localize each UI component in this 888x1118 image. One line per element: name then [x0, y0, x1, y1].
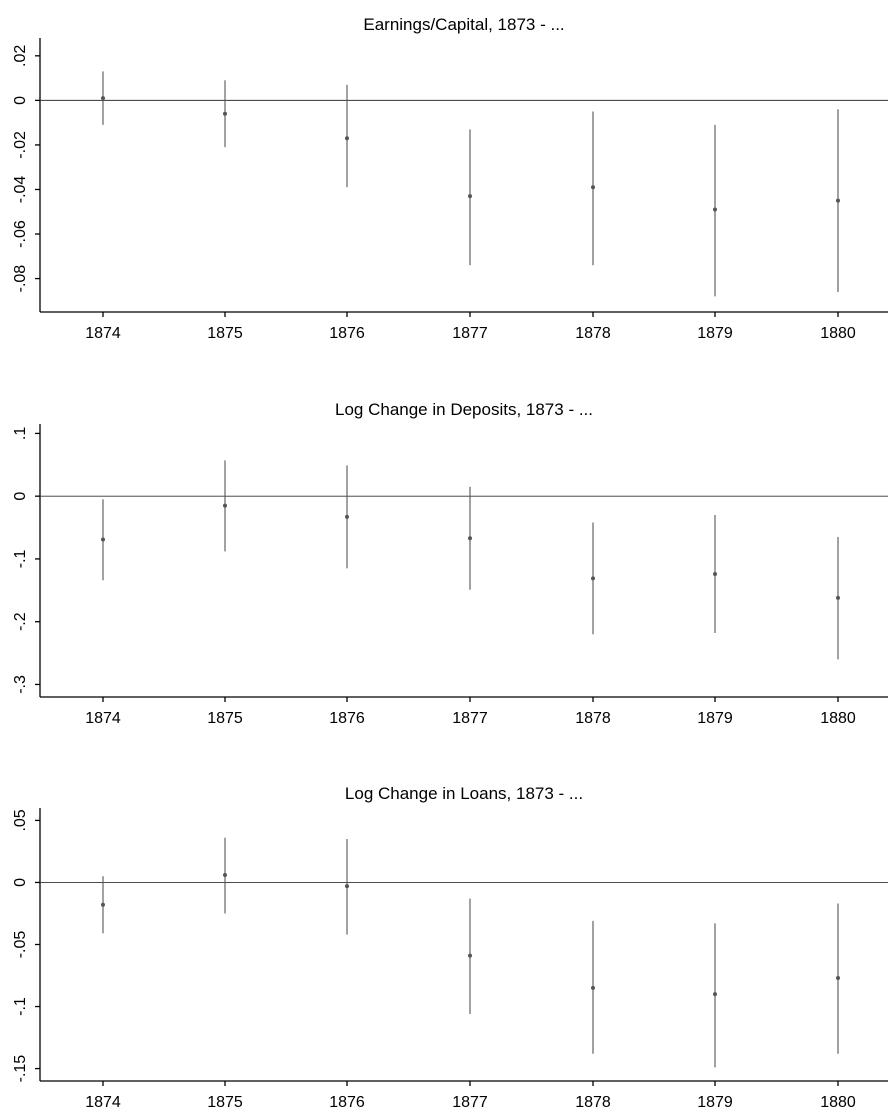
point-estimate [468, 194, 472, 199]
y-tick-label: -.02 [12, 131, 29, 159]
y-tick-label: 0 [12, 492, 29, 501]
point-estimate [836, 198, 840, 203]
chart-panel-3: Log Change in Loans, 1873 - ... .05 0 -.05 -… [12, 784, 888, 1111]
y-tick-label: .1 [12, 427, 29, 440]
x-tick-label: 1875 [207, 325, 243, 342]
y-tick-label: .02 [12, 45, 29, 67]
point-estimate [101, 537, 105, 542]
point-estimate [223, 503, 227, 508]
point-estimate [468, 953, 472, 958]
x-tick-label: 1879 [697, 710, 733, 727]
x-tick-label: 1875 [207, 710, 243, 727]
point-estimate [223, 111, 227, 116]
y-tick-label: 0 [12, 878, 29, 887]
point-estimate [836, 976, 840, 981]
y-tick-label: 0 [12, 96, 29, 105]
y-tick-label: -.3 [12, 675, 29, 694]
point-estimate [223, 873, 227, 878]
y-tick-label: -.06 [12, 220, 29, 248]
x-tick-label: 1877 [452, 710, 488, 727]
x-tick-label: 1878 [575, 710, 611, 727]
point-estimate [713, 571, 717, 576]
chart-title: Log Change in Deposits, 1873 - ... [335, 400, 593, 419]
x-tick-label: 1879 [697, 325, 733, 342]
point-estimate [101, 96, 105, 101]
chart-panel-2: Log Change in Deposits, 1873 - ... .1 0 -.1… [12, 400, 888, 727]
chart-panel-1: Earnings/Capital, 1873 - ... .02 0 -.02 -.04… [12, 15, 888, 342]
x-tick-label: 1876 [329, 1094, 365, 1111]
y-tick-label: -.15 [12, 1055, 29, 1083]
x-tick-label: 1878 [575, 1094, 611, 1111]
point-estimate [713, 207, 717, 212]
y-tick-label: -.08 [12, 265, 29, 293]
y-tick-label: -.04 [12, 176, 29, 204]
x-tick-label: 1878 [575, 325, 611, 342]
y-tick-label: -.05 [12, 931, 29, 959]
point-estimate [345, 514, 349, 519]
point-estimate [591, 985, 595, 990]
point-estimate [836, 595, 840, 600]
x-tick-label: 1874 [85, 1094, 121, 1111]
x-tick-label: 1880 [820, 325, 856, 342]
x-tick-label: 1876 [329, 325, 365, 342]
point-estimate [713, 992, 717, 997]
x-tick-label: 1880 [820, 1094, 856, 1111]
x-tick-label: 1874 [85, 710, 121, 727]
x-tick-label: 1879 [697, 1094, 733, 1111]
chart-title: Earnings/Capital, 1873 - ... [363, 15, 564, 34]
point-estimate [345, 136, 349, 141]
y-tick-label: .05 [12, 809, 29, 831]
point-estimate [591, 576, 595, 581]
point-estimate [345, 884, 349, 889]
x-tick-label: 1874 [85, 325, 121, 342]
point-estimate [468, 536, 472, 541]
y-tick-label: -.2 [12, 612, 29, 631]
point-estimate [591, 185, 595, 190]
point-estimate [101, 902, 105, 907]
x-tick-label: 1875 [207, 1094, 243, 1111]
chart-title: Log Change in Loans, 1873 - ... [345, 784, 583, 803]
x-tick-label: 1880 [820, 710, 856, 727]
x-tick-label: 1877 [452, 325, 488, 342]
x-tick-label: 1876 [329, 710, 365, 727]
y-tick-label: -.1 [12, 549, 29, 568]
y-tick-label: -.1 [12, 997, 29, 1016]
x-tick-label: 1877 [452, 1094, 488, 1111]
